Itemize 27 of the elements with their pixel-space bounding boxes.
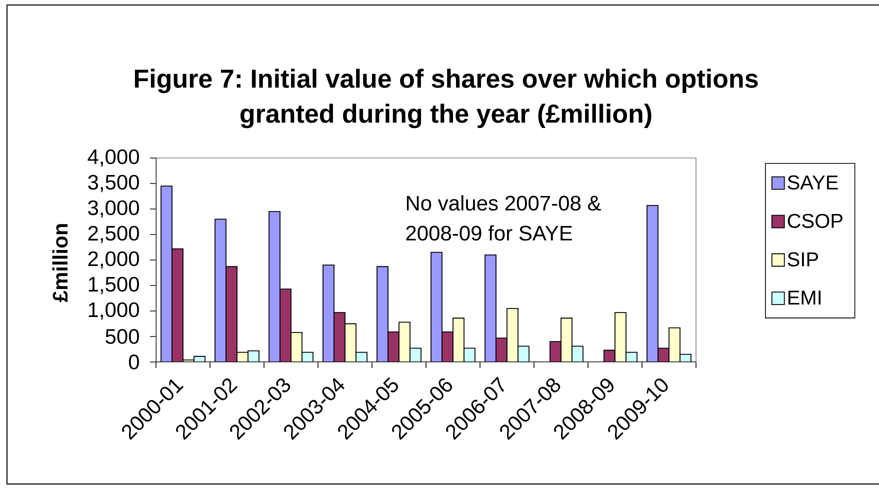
chart-title: Figure 7: Initial value of shares over which options granted during the year (£million) xyxy=(134,68,758,128)
bar xyxy=(280,289,292,362)
bar xyxy=(269,212,280,362)
legend-label: SAYE xyxy=(788,175,838,190)
y-axis-title: £million xyxy=(52,224,68,302)
annotation: No values 2007-08 & 2008-09 for SAYE xyxy=(406,195,601,241)
bar xyxy=(377,266,388,362)
bar xyxy=(215,219,226,362)
y-tick-label: 4,000 xyxy=(88,149,139,167)
bar xyxy=(323,265,334,362)
y-tick-label: 1,500 xyxy=(88,276,139,294)
y-tick-label: 3,500 xyxy=(88,174,139,192)
bar xyxy=(172,248,184,362)
bar xyxy=(431,252,442,362)
bar xyxy=(485,254,496,362)
y-tick-label: 2,000 xyxy=(88,251,139,269)
legend-label: EMI xyxy=(788,290,821,304)
bar xyxy=(161,186,172,362)
y-tick-label: 2,500 xyxy=(88,226,139,244)
y-tick-label: 3,000 xyxy=(88,200,139,218)
y-tick-label: 500 xyxy=(106,329,139,344)
y-tick-label: 1,000 xyxy=(88,302,139,320)
legend-label: CSOP xyxy=(788,214,842,228)
y-tick-label: 0 xyxy=(128,354,139,370)
bar xyxy=(226,266,238,362)
bar xyxy=(646,204,658,362)
legend-label: SIP xyxy=(788,252,818,266)
